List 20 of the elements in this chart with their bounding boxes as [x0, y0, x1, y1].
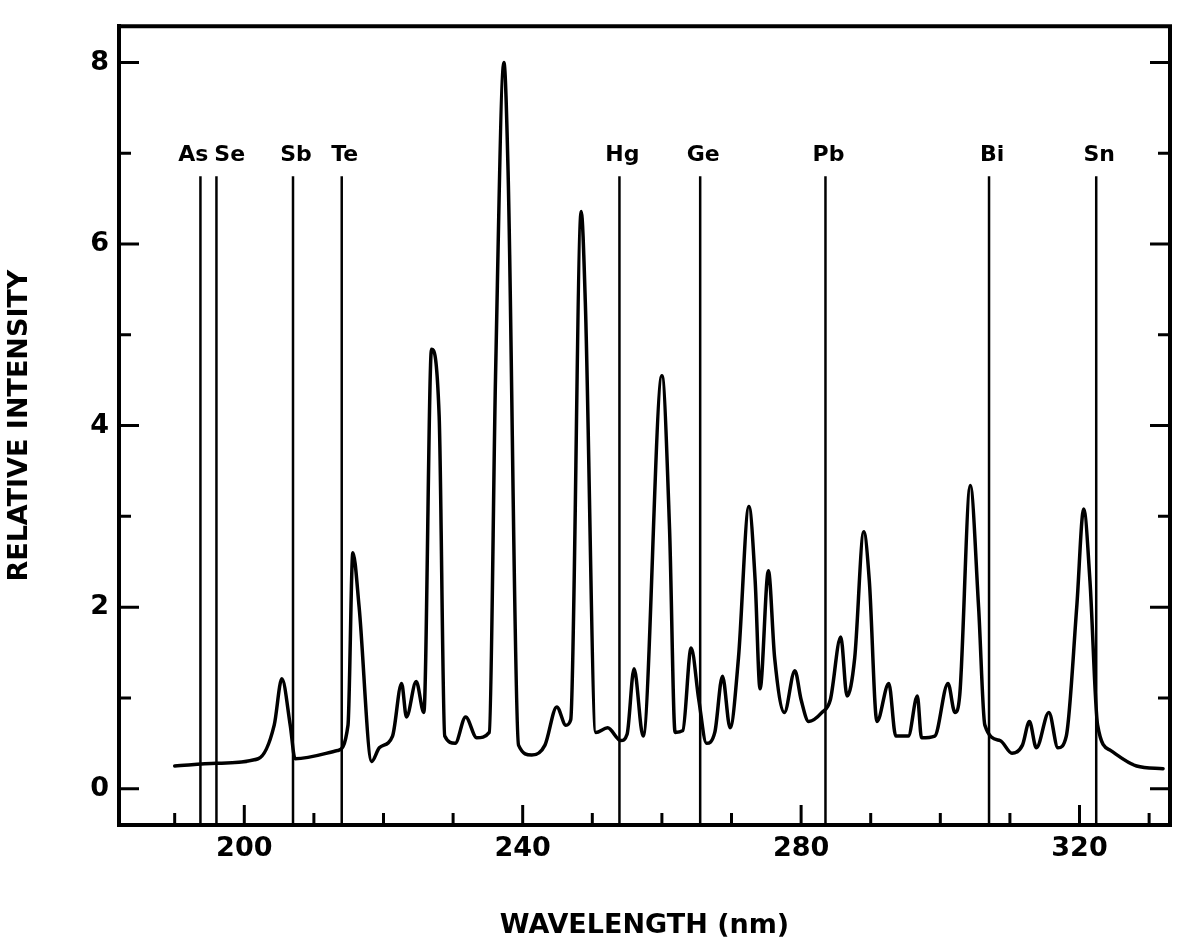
y-axis-title: RELATIVE INTENSITY: [2, 269, 34, 582]
ref-line-label: Bi: [979, 140, 1005, 166]
ref-line-label: Sb: [280, 140, 312, 166]
ref-line-label: Te: [331, 140, 359, 166]
ref-line-label: Hg: [605, 140, 640, 166]
ref-line-label: Pb: [812, 140, 845, 166]
ref-line-label: Sn: [1083, 140, 1115, 166]
y-tick-label: 8: [90, 44, 109, 76]
x-tick-label: 200: [216, 831, 273, 863]
y-tick-label: 2: [90, 589, 109, 621]
ref-line-label: Se: [214, 140, 246, 166]
ref-line-label: As: [178, 140, 209, 166]
x-tick-label: 280: [772, 831, 830, 863]
y-tick-label: 6: [90, 226, 109, 258]
y-tick-label: 4: [90, 407, 109, 439]
ref-line-label: Ge: [686, 140, 720, 166]
y-tick-label: 0: [90, 770, 109, 802]
x-axis-title: WAVELENGTH (nm): [499, 907, 790, 939]
x-tick-label: 240: [494, 831, 551, 863]
x-tick-label: 320: [1051, 831, 1108, 863]
